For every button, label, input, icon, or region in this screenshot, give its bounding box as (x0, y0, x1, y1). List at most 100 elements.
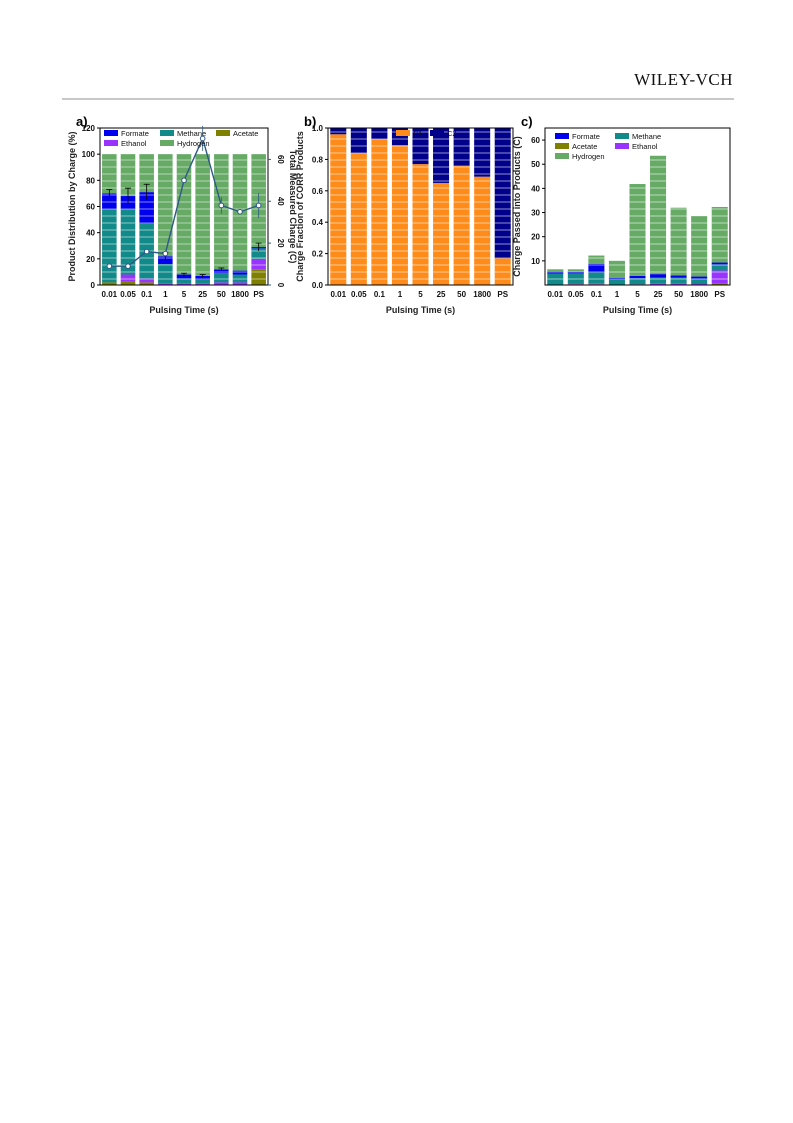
bar-segment-ethanol (232, 282, 248, 285)
bar-segment-ethanol (139, 278, 154, 283)
x-tick-label: 50 (217, 290, 226, 299)
total-charge-point (218, 202, 225, 209)
legend-swatch (555, 133, 569, 139)
bar-segment-c2 (350, 128, 367, 154)
legend-swatch (104, 130, 118, 136)
bar-segment-acetate (102, 282, 117, 285)
legend-label: C1 (413, 129, 423, 138)
legend-label: Ethanol (632, 142, 658, 151)
y-tick-label: 20 (86, 255, 95, 264)
legend-label: Hydrogen (177, 139, 210, 148)
bar-segment-hydrogen (158, 154, 173, 257)
figure-panels: a)0.01 0.05 0.1 1 5 25 50 1800 PS020406080100120… (67, 114, 731, 315)
x-tick-label: 0.01 (102, 290, 118, 299)
bar-segment-acetate (711, 283, 728, 285)
y-tick-label: 120 (82, 124, 96, 133)
y-tick-label: 40 (531, 184, 540, 193)
total-charge-point (143, 248, 150, 255)
bar-segment-formate (691, 276, 708, 279)
legend-label: C2 (447, 129, 457, 138)
bar-segment-formate (232, 270, 248, 275)
plot-frame (327, 127, 514, 286)
bar-segment-methane (691, 278, 708, 285)
y-tick-label: 1.0 (312, 124, 324, 133)
x-tick-label: 50 (457, 290, 466, 299)
y-tick-label: 10 (531, 257, 540, 266)
x-tick-label: 1800 (231, 290, 249, 299)
bar-segment-hydrogen (195, 154, 210, 276)
y2-tick-label: 0 (276, 283, 285, 288)
bar-segment-hydrogen (588, 255, 605, 264)
y-tick-label: 100 (82, 150, 96, 159)
bar-segment-methane (251, 248, 266, 259)
bar-segment-acetate (251, 269, 266, 285)
x-tick-label: 5 (635, 290, 640, 299)
publisher-logo: WILEY-VCH (634, 70, 733, 89)
legend-swatch (160, 130, 174, 136)
x-tick-label: 25 (437, 290, 446, 299)
bar-segment-methane (195, 279, 210, 284)
x-tick-label: 0.05 (351, 290, 367, 299)
legend-label: Ethanol (121, 139, 147, 148)
x-tick-label: 0.01 (330, 290, 346, 299)
bar-segment-formate (567, 271, 584, 274)
y-axis-title: Charge Passed into Products (C) (512, 136, 522, 277)
y-axis-title: Product Distribution by Charge (%) (67, 131, 77, 281)
bar-segment-formate (176, 274, 192, 279)
legend-label: Hydrogen (572, 152, 605, 161)
bar-segment-c2 (330, 128, 347, 135)
bar-segment-c1 (350, 153, 367, 285)
legend-swatch (160, 140, 174, 146)
y2-axis-title: Total Measured Charge (C) (288, 150, 298, 264)
bar-segment-methane (176, 278, 192, 284)
bar-segment-c2 (474, 128, 491, 177)
x-axis-title: Pulsing Time (s) (603, 305, 672, 315)
total-charge-point (106, 263, 113, 269)
y-tick-label: 30 (531, 209, 540, 218)
x-axis-title: Pulsing Time (s) (386, 305, 455, 315)
bar-segment-hydrogen (670, 207, 687, 276)
legend-swatch (104, 140, 118, 146)
bar-segment-methane (650, 277, 667, 284)
bar-segment-formate (547, 271, 564, 274)
bar-segment-formate (629, 275, 646, 279)
bar-segment-ethanol (158, 283, 173, 285)
x-tick-label: 50 (674, 290, 683, 299)
panel-label: b) (304, 114, 316, 129)
bar-segment-methane (670, 277, 687, 284)
bar-segment-c1 (433, 182, 450, 285)
bar-segment-hydrogen (176, 154, 192, 275)
y-tick-label: 0.0 (312, 281, 324, 290)
bar-segment-formate (588, 263, 605, 273)
bar-segment-methane (629, 278, 646, 285)
bar-segment-methane (232, 274, 248, 283)
y2-tick-label: 40 (276, 197, 285, 206)
bar-segment-ethanol (195, 283, 210, 285)
legend-swatch (615, 133, 629, 139)
x-tick-label: PS (253, 290, 264, 299)
bar-segment-c1 (371, 138, 388, 285)
bar-segment-c1 (474, 176, 491, 285)
y-tick-label: 0.4 (312, 218, 324, 227)
bar-segment-formate (711, 262, 728, 265)
x-tick-label: 1 (398, 290, 403, 299)
bar-segment-acetate (139, 282, 154, 285)
x-tick-label: 0.01 (547, 290, 563, 299)
bar-segment-hydrogen (711, 206, 728, 263)
plot-frame (544, 127, 731, 286)
x-tick-label: 5 (418, 290, 423, 299)
y2-tick-label: 60 (276, 155, 285, 164)
x-tick-label: PS (714, 290, 725, 299)
y-tick-label: 0.6 (312, 187, 324, 196)
panel-label: a) (76, 114, 88, 129)
bar-segment-methane (214, 273, 229, 283)
total-charge-point (237, 208, 243, 215)
bar-segment-hydrogen (608, 260, 625, 278)
legend-swatch (216, 130, 230, 136)
bar-segment-hydrogen (650, 155, 667, 275)
y-tick-label: 0.2 (312, 250, 324, 259)
x-tick-label: 5 (182, 290, 187, 299)
bar-segment-c1 (330, 134, 347, 285)
bar-segment-hydrogen (691, 216, 708, 277)
x-axis-title: Pulsing Time (s) (149, 305, 218, 315)
